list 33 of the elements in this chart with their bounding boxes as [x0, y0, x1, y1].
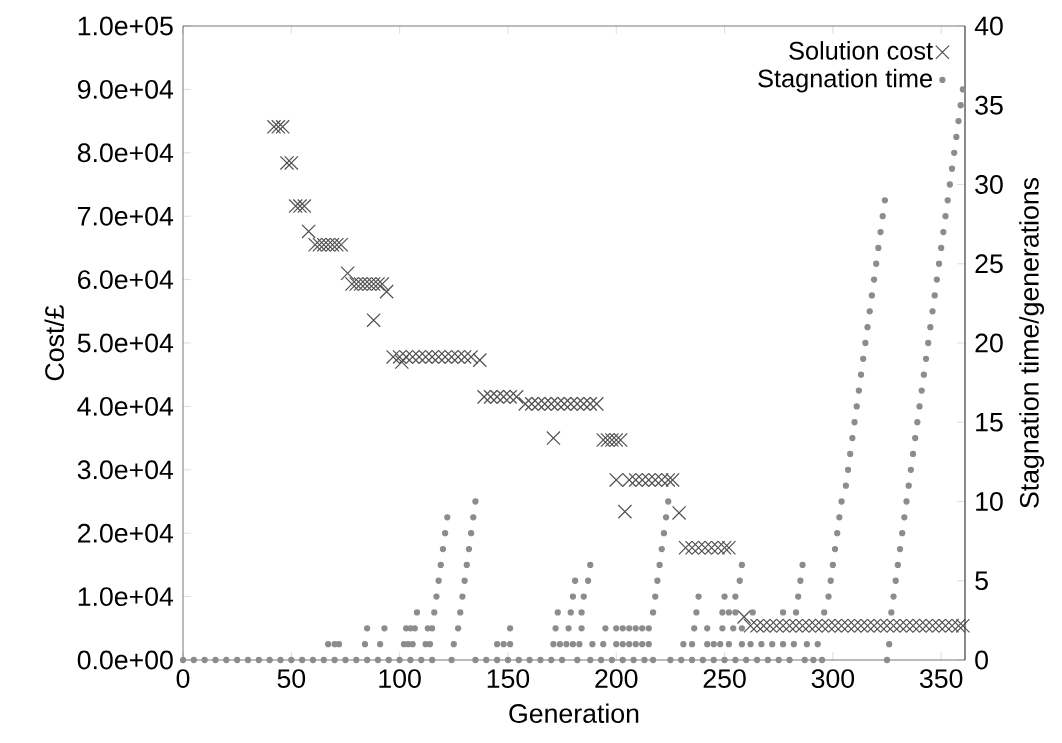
- y2-tick-label: 20: [975, 333, 1003, 353]
- y-tick-label: 3.0e+04: [77, 460, 174, 480]
- y-axis-title: Cost/£: [44, 304, 64, 381]
- y2-tick-label: 5: [975, 571, 988, 591]
- y-tick-label: 0.0e+00: [77, 650, 173, 670]
- y2-tick-label: 30: [975, 175, 1003, 194]
- y2-tick-label: 35: [975, 95, 1003, 115]
- y-tick-label: 9.0e+04: [77, 79, 174, 99]
- y-tick-label: 4.0e+04: [77, 396, 174, 416]
- legend-label: Solution cost: [789, 41, 933, 60]
- y-tick-label: 2.0e+04: [78, 523, 174, 543]
- x-tick-label: 350: [919, 669, 963, 689]
- x-tick-label: 100: [379, 669, 421, 689]
- x-tick-label: 200: [595, 669, 638, 689]
- y2-tick-label: 25: [975, 254, 1003, 274]
- y2-axis-title: Stagnation time/generations: [1019, 178, 1045, 508]
- y-tick-label: 7.0e+04: [78, 206, 174, 226]
- y2-tick-label: 40: [974, 16, 1003, 36]
- x-tick-label: 150: [487, 669, 530, 689]
- x-axis-title: Generation: [509, 703, 639, 723]
- y2-tick-label: 10: [976, 492, 1003, 511]
- y2-tick-label: 15: [976, 412, 1003, 432]
- x-tick-label: 50: [277, 669, 306, 689]
- y-tick-label: 5.0e+04: [77, 333, 174, 353]
- x-tick-label: 300: [811, 669, 855, 689]
- y-tick-label: 1.0e+05: [78, 16, 173, 36]
- y-tick-label: 6.0e+04: [78, 270, 174, 290]
- y-tick-label: 8.0e+04: [77, 143, 174, 163]
- x-tick-label: 0: [176, 669, 190, 689]
- y-tick-label: 1.0e+04: [78, 587, 174, 607]
- legend-label: Stagnation time: [758, 68, 932, 93]
- x-tick-label: 250: [703, 669, 746, 689]
- y2-tick-label: 0: [975, 650, 988, 670]
